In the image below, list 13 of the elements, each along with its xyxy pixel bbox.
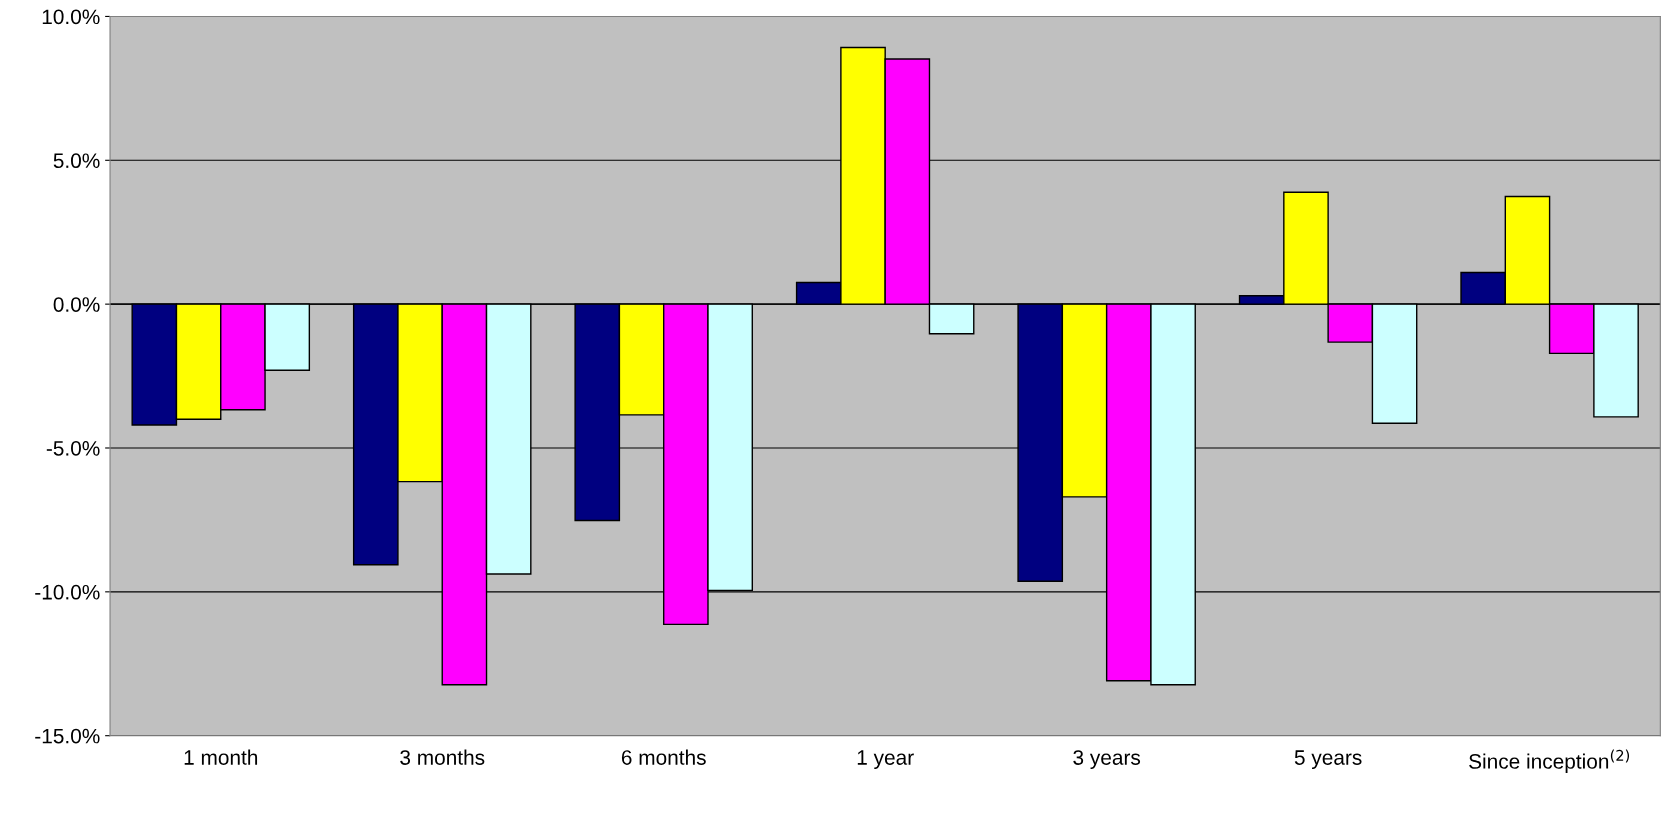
x-tick-label: 1 year — [857, 750, 914, 769]
y-tick-label: -15.0% — [35, 728, 100, 744]
x-tick-label: 1 month — [184, 749, 258, 765]
y-tick-label: -5.0% — [46, 440, 100, 456]
y-tick-label: -10.0% — [35, 584, 100, 600]
x-tick-label: Since inception$^{(2)}$ — [1469, 749, 1630, 773]
y-tick-label: 10.0% — [42, 9, 100, 25]
x-tick-label: 6 months — [621, 749, 706, 765]
x-tick-label: 5 years — [1294, 750, 1362, 769]
y-tick-label: 5.0% — [53, 153, 100, 169]
x-tick-label: 3 years — [1073, 750, 1141, 769]
y-tick-label: 0.0% — [53, 297, 100, 312]
x-tick-label: 3 months — [400, 749, 485, 765]
